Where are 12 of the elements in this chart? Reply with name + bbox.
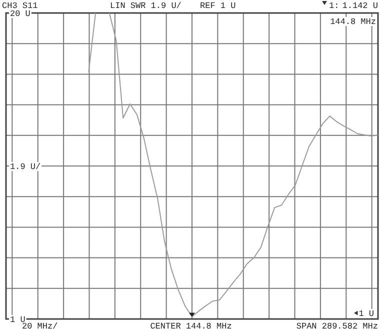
- text: SPAN 289.582 MHz: [296, 322, 378, 329]
- y-tick-label: 20 U: [10, 9, 30, 19]
- text: CENTER 144.8 MHz: [150, 322, 232, 329]
- text: REF 1 U: [200, 1, 236, 11]
- text: LIN SWR 1.9 U/: [110, 1, 182, 11]
- text: 1:: [329, 1, 340, 11]
- text: 1.142 U: [342, 1, 378, 11]
- line-series: [108, 12, 378, 318]
- text: 1.9 U/: [10, 162, 41, 172]
- text: CH3 S11: [2, 1, 38, 11]
- annotation: 1 U: [358, 309, 374, 319]
- annotation: 144.8 MHz: [330, 17, 376, 27]
